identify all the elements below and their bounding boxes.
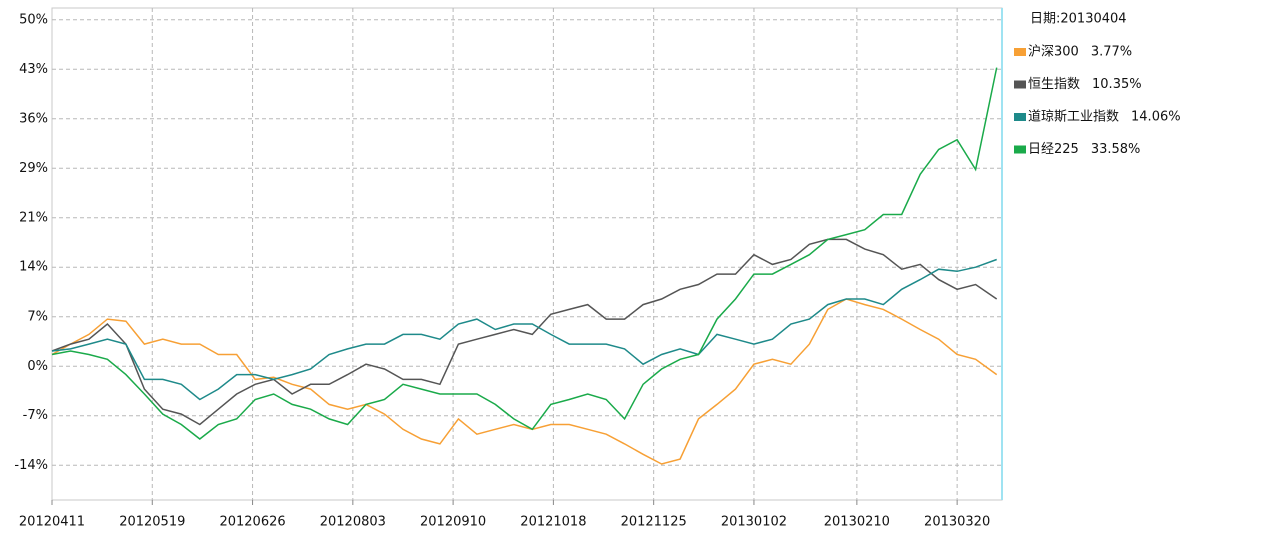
legend-label: 日经225 [1028,142,1079,157]
series-line [51,67,998,440]
x-tick-label: 20130210 [824,515,890,530]
series-line [51,298,998,465]
y-tick-label: -14% [14,458,48,473]
legend-label: 恒生指数 [1028,77,1080,92]
legend-value: 14.06% [1131,110,1181,125]
x-tick-label: 20120803 [320,515,386,530]
x-tick-label: 20120910 [420,515,486,530]
series-line [51,238,998,426]
legend-swatch [1014,80,1026,89]
legend-label: 道琼斯工业指数 [1028,110,1119,125]
y-tick-label: 29% [19,161,48,176]
legend-value: 33.58% [1091,142,1141,157]
x-tick-label: 20121018 [520,515,586,530]
y-tick-label: 21% [19,210,48,225]
legend-label: 沪深300 [1028,44,1079,60]
y-tick-label: 50% [19,12,48,27]
legend-value: 10.35% [1092,77,1142,92]
legend-swatch [1014,48,1026,56]
y-tick-label: 43% [19,62,48,77]
x-tick-label: 20120411 [19,515,85,530]
x-tick-label: 20121125 [621,515,687,530]
legend-title: 日期:20130404 [1030,12,1127,27]
y-tick-label: -7% [23,408,48,423]
x-tick-label: 20120519 [119,515,185,530]
y-tick-label: 0% [27,359,48,374]
x-tick-label: 20130320 [924,515,990,530]
x-tick-label: 20120626 [219,515,285,530]
y-tick-label: 36% [19,111,48,126]
series-line [51,258,997,401]
legend-swatch [1014,113,1026,121]
y-tick-label: 14% [19,260,48,275]
y-tick-label: 7% [27,309,48,324]
x-tick-label: 20130102 [721,515,787,530]
legend-value: 3.77% [1091,45,1132,60]
legend-swatch [1014,145,1026,154]
